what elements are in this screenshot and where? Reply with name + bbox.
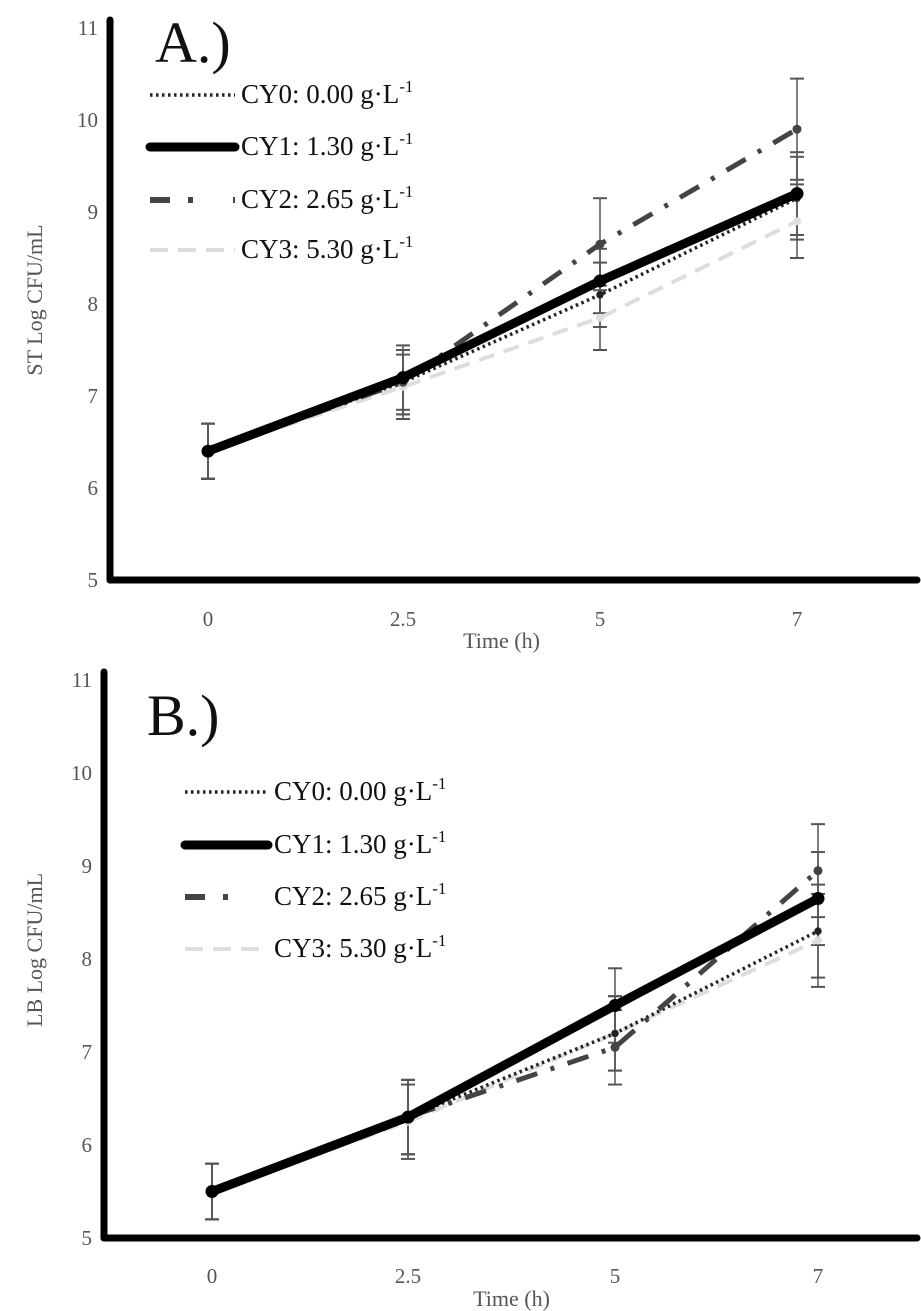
data-point-cy2 [792,124,802,134]
legend-entry-cy1: CY1: 1.30 g·L-1 [145,129,413,161]
legend-label: CY2: 2.65 g·L-1 [274,879,446,911]
legend-label-text: CY1: 1.30 g·L [274,829,432,859]
y-tick-label: 5 [88,568,99,592]
legend-label: CY1: 1.30 g·L-1 [274,827,446,859]
legend-label: CY0: 0.00 g·L-1 [274,774,446,806]
legend-label: CY3: 5.30 g·L-1 [274,931,446,963]
legend-label-text: CY0: 0.00 g·L [241,79,399,109]
y-tick-label: 9 [88,200,99,224]
x-tick-label: 0 [203,607,214,631]
y-axis-title: ST Log CFU/mL [22,224,47,375]
data-point-cy1 [790,187,804,201]
legend-label-text: CY2: 2.65 g·L [274,881,432,911]
series-line-cy1 [203,189,802,456]
legend-entry-cy2: CY2: 2.65 g·L-1 [150,182,413,214]
legend-label: CY3: 5.30 g·L-1 [241,232,413,264]
chart-panel-a: 5 6 7 8 9 10 11 0 2.5 5 7 Time (h) ST Log CFU/mL A.) C… [22,10,921,653]
y-tick-label: 8 [82,947,93,971]
y-axis-title: LB Log CFU/mL [22,873,47,1027]
legend-label: CY2: 2.65 g·L-1 [241,182,413,214]
y-tick-label: 8 [88,292,99,316]
legend-label-superscript: -1 [399,182,413,201]
data-point-cy1 [811,892,825,906]
legend-label: CY1: 1.30 g·L-1 [241,129,413,161]
legend-entry-cy2: CY2: 2.65 g·L-1 [185,879,446,911]
legend-label: CY0: 0.00 g·L-1 [241,77,413,109]
y-tick-label: 7 [82,1040,93,1064]
series-line-cy2 [207,127,799,454]
data-point-cy2 [595,239,605,249]
data-point-cy0 [814,927,822,935]
legend-entry-cy3: CY3: 5.30 g·L-1 [185,931,446,963]
panel-label: A.) [155,10,231,75]
x-tick-label: 2.5 [395,1264,421,1288]
x-tick-label: 5 [595,607,606,631]
legend-entry-cy3: CY3: 5.30 g·L-1 [150,232,413,264]
panel-label: B.) [147,683,220,748]
x-tick-label: 5 [610,1264,621,1288]
legend-label-superscript: -1 [399,129,413,148]
legend-entry-cy0: CY0: 0.00 g·L-1 [185,774,446,806]
legend-label-text: CY1: 1.30 g·L [241,131,399,161]
data-point-cy2 [610,1042,620,1052]
data-point-cy1 [401,1110,415,1124]
legend-label-text: CY3: 5.30 g·L [274,933,432,963]
legend-label-superscript: -1 [399,232,413,251]
series-line-cy3 [207,219,798,454]
x-tick-label: 0 [207,1264,218,1288]
x-tick-label: 7 [813,1264,824,1288]
legend-label-superscript: -1 [432,879,446,898]
data-point-cy3 [793,217,801,226]
data-point-cy1 [396,371,410,385]
y-tick-label: 10 [71,761,92,785]
x-tick-label: 7 [792,607,803,631]
data-point-cy1 [205,1185,219,1198]
legend-label-superscript: -1 [399,77,413,96]
legend-label-superscript: -1 [432,774,446,793]
series-line-cy2 [211,868,820,1194]
data-point-cy0 [596,291,604,299]
data-point-cy1 [608,999,622,1012]
data-point-cy2 [813,866,823,876]
y-tick-label: 6 [82,1133,93,1157]
series-line-cy1 [207,894,823,1196]
x-axis-title: Time (h) [473,1286,550,1311]
y-tick-label: 10 [77,108,98,132]
y-tick-label: 9 [82,854,93,878]
legend-label-text: CY2: 2.65 g·L [241,184,399,214]
x-tick-label: 2.5 [390,607,416,631]
data-point-cy3 [596,313,604,322]
data-point-cy0 [611,1029,619,1038]
legend-label-text: CY3: 5.30 g·L [241,234,399,264]
data-point-cy1 [201,444,215,458]
y-tick-label: 6 [88,476,99,500]
y-tick-label: 11 [78,16,98,40]
legend-label-text: CY0: 0.00 g·L [274,776,432,806]
y-tick-label: 11 [72,668,92,692]
y-tick-label: 5 [82,1226,93,1250]
legend-entry-cy0: CY0: 0.00 g·L-1 [150,77,413,109]
legend-entry-cy1: CY1: 1.30 g·L-1 [180,827,446,859]
legend-label-superscript: -1 [432,931,446,950]
data-point-cy1 [593,274,607,288]
y-tick-label: 7 [88,384,99,408]
legend-label-superscript: -1 [432,827,446,846]
data-point-cy3 [814,936,822,945]
series-line-cy0 [211,929,819,1194]
x-axis-title: Time (h) [463,628,540,653]
chart-panel-b: 5 6 7 8 9 10 11 0 2.5 5 7 Time (h) LB Log CFU/mL B.) C… [22,668,921,1311]
